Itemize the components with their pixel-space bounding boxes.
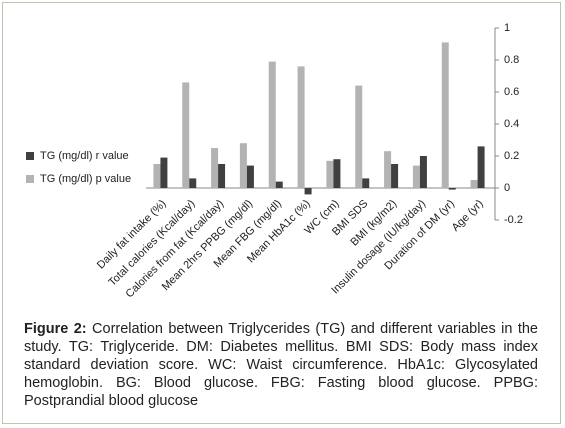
y-tick-label: -0.2: [504, 214, 523, 226]
y-tick-label: 0.8: [504, 54, 519, 66]
y-tick-label: 0.2: [504, 150, 519, 162]
caption-text: Correlation between Triglycerides (TG) a…: [24, 321, 538, 409]
bar: [477, 146, 485, 188]
y-tick-label: 0.4: [504, 118, 519, 130]
bar: [362, 178, 370, 188]
bar: [441, 42, 449, 189]
caption-label: Figure 2:: [24, 321, 87, 337]
bar: [211, 148, 219, 188]
bar: [448, 188, 456, 190]
figure-frame: [2, 2, 561, 424]
bar: [384, 151, 392, 188]
caption: Figure 2: Correlation between Triglyceri…: [24, 320, 538, 410]
y-tick-label: 0.6: [504, 86, 519, 98]
bar: [275, 181, 283, 188]
bar: [355, 85, 363, 188]
bar: [470, 180, 478, 188]
legend-swatch: [26, 175, 34, 183]
legend-swatch: [26, 152, 34, 160]
x-tick-label: Age (yr): [450, 198, 486, 234]
bar: [326, 160, 334, 188]
bar: [333, 159, 341, 188]
y-tick-label: 1: [504, 22, 510, 34]
bar: [153, 164, 161, 188]
bar: [246, 165, 254, 188]
y-tick-label: 0: [504, 182, 510, 194]
bar: [239, 143, 247, 188]
bar: [189, 178, 197, 188]
legend-label: TG (mg/dl) r value: [40, 150, 129, 162]
bar: [218, 164, 226, 188]
bar: [304, 188, 312, 195]
legend-label: TG (mg/dl) p value: [40, 173, 131, 185]
bar: [160, 157, 168, 188]
bar: [391, 164, 399, 188]
bar: [419, 156, 427, 188]
bar: [268, 61, 276, 188]
bar: [412, 165, 420, 188]
bar: [297, 66, 305, 188]
bar: [182, 82, 190, 188]
